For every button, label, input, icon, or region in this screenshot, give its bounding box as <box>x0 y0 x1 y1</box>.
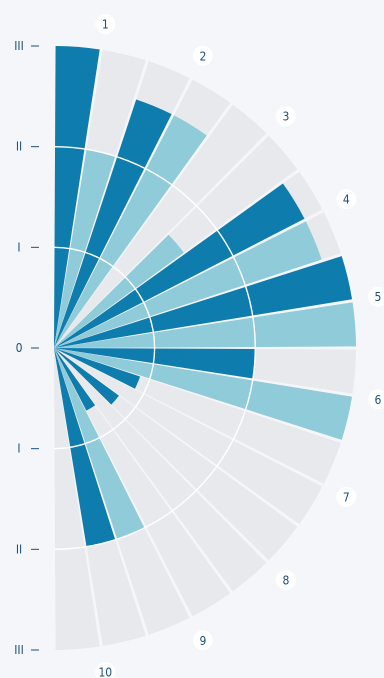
segment-label-9: 9 <box>192 630 213 651</box>
segment-label-10: 10 <box>95 661 116 678</box>
segment-label-4: 4 <box>336 189 357 210</box>
segment-label-2: 2 <box>192 45 213 66</box>
segment-badge <box>192 45 213 66</box>
axis-tick-label: III <box>14 39 24 53</box>
ring-layer <box>53 145 257 551</box>
bar-1-series-2 <box>54 149 116 348</box>
bar-10-series-1 <box>54 348 116 547</box>
segment-label-6: 6 <box>367 389 384 410</box>
axis-tick-label: III <box>14 643 24 657</box>
segment-number: 8 <box>282 573 289 587</box>
segment-number: 7 <box>343 490 350 504</box>
segment-number: 3 <box>282 110 289 124</box>
bar-4-series-2 <box>54 221 322 348</box>
track-8-1 <box>54 348 298 561</box>
bar-layer <box>54 46 356 547</box>
bar-7-series-1 <box>54 348 141 389</box>
segment-badge <box>367 286 384 307</box>
segment-number: 2 <box>199 49 206 63</box>
bar-9-series-1 <box>54 348 96 411</box>
track-9-1 <box>54 348 231 617</box>
segment-number: 9 <box>199 634 206 648</box>
bar-5-series-2 <box>54 302 356 348</box>
segment-label-8: 8 <box>275 569 296 590</box>
segment-badge <box>367 389 384 410</box>
level-ring-2 <box>53 145 257 551</box>
segment-number: 4 <box>343 193 350 207</box>
segment-labels: 1 2 3 4 5 6 7 8 9 10 <box>95 14 384 678</box>
bar-6-series-1 <box>54 348 256 379</box>
bar-9-series-2 <box>54 348 145 540</box>
axis-tick-label: II <box>16 542 22 556</box>
segment-badge <box>192 630 213 651</box>
segment-number: 1 <box>102 18 109 32</box>
bar-4-series-1 <box>54 183 305 348</box>
axis-tick-label: 0 <box>16 341 23 355</box>
segment-badge <box>95 661 116 678</box>
segment-number: 10 <box>98 665 112 678</box>
bar-8-series-1 <box>54 348 119 405</box>
segment-number: 6 <box>375 393 382 407</box>
track-7-2 <box>54 348 323 525</box>
segment-label-3: 3 <box>275 106 296 127</box>
bar-6-series-2 <box>54 348 353 440</box>
segment-badge <box>336 486 357 507</box>
bar-1-series-1 <box>54 46 100 348</box>
bar-2-series-2 <box>54 115 207 348</box>
segment-label-7: 7 <box>336 486 357 507</box>
segment-badge <box>336 189 357 210</box>
bar-5-series-1 <box>54 256 353 348</box>
axis-tick-label: I <box>17 442 20 456</box>
track-3-1 <box>54 104 267 348</box>
axis-tick-label: I <box>17 240 20 254</box>
track-10-2 <box>54 348 100 650</box>
segment-badge <box>275 106 296 127</box>
bar-2-series-1 <box>54 99 172 348</box>
level-ring-1 <box>53 246 156 450</box>
segment-number: 5 <box>375 290 382 304</box>
track-8-2 <box>54 348 267 592</box>
segment-badge <box>95 14 116 35</box>
axis-tick-label: II <box>16 140 22 154</box>
bar-3-series-2 <box>54 234 184 348</box>
segment-badge <box>275 569 296 590</box>
segment-label-5: 5 <box>367 286 384 307</box>
segment-label-1: 1 <box>95 14 116 35</box>
